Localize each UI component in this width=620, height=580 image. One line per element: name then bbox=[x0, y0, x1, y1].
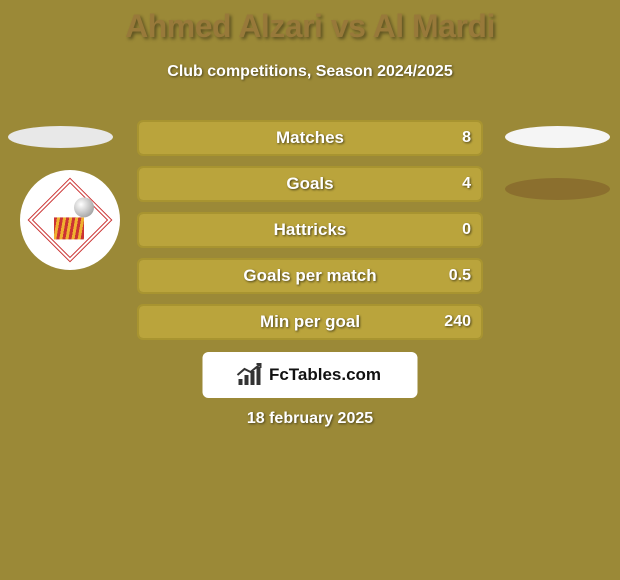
stat-label: Hattricks bbox=[274, 220, 347, 240]
stat-value: 240 bbox=[444, 313, 471, 331]
stat-label: Goals bbox=[286, 174, 333, 194]
stat-bar: Matches 8 bbox=[137, 120, 483, 156]
stats-container: Matches 8 Goals 4 Hattricks 0 Goals per … bbox=[137, 120, 483, 350]
stat-bar: Min per goal 240 bbox=[137, 304, 483, 340]
stat-label: Min per goal bbox=[260, 312, 360, 332]
date-text: 18 february 2025 bbox=[247, 410, 373, 428]
subtitle: Club competitions, Season 2024/2025 bbox=[0, 63, 620, 81]
club-badge bbox=[20, 170, 120, 270]
badge-ball-icon bbox=[74, 197, 94, 217]
club-badge-diamond bbox=[28, 178, 113, 263]
attribution-badge[interactable]: FcTables.com bbox=[203, 352, 418, 398]
badge-stripes bbox=[54, 217, 84, 239]
page-title: Ahmed Alzari vs Al Mardi bbox=[0, 0, 620, 45]
stat-value: 0 bbox=[462, 221, 471, 239]
player-right-placeholder-1 bbox=[505, 126, 610, 148]
player-right-placeholder-2 bbox=[505, 178, 610, 200]
stat-value: 0.5 bbox=[449, 267, 471, 285]
stat-bar: Hattricks 0 bbox=[137, 212, 483, 248]
stat-value: 8 bbox=[462, 129, 471, 147]
chart-icon bbox=[239, 365, 265, 385]
stat-value: 4 bbox=[462, 175, 471, 193]
stat-bar: Goals 4 bbox=[137, 166, 483, 202]
stat-label: Goals per match bbox=[243, 266, 376, 286]
comparison-card: Ahmed Alzari vs Al Mardi Club competitio… bbox=[0, 0, 620, 580]
player-left-placeholder bbox=[8, 126, 113, 148]
stat-label: Matches bbox=[276, 128, 344, 148]
stat-bar: Goals per match 0.5 bbox=[137, 258, 483, 294]
attribution-text: FcTables.com bbox=[269, 365, 381, 385]
